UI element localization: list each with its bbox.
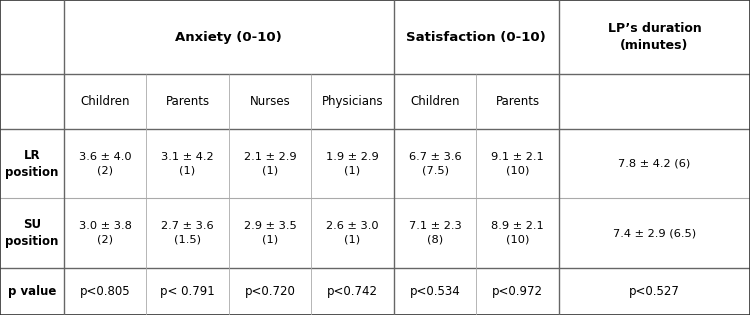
Text: 2.1 ± 2.9
(1): 2.1 ± 2.9 (1) [244, 152, 296, 175]
Text: 7.1 ± 2.3
(8): 7.1 ± 2.3 (8) [409, 221, 461, 245]
Text: Parents: Parents [496, 95, 539, 108]
Text: Parents: Parents [166, 95, 209, 108]
Text: 3.0 ± 3.8
(2): 3.0 ± 3.8 (2) [79, 221, 131, 245]
Text: Nurses: Nurses [250, 95, 290, 108]
Text: p<0.527: p<0.527 [629, 285, 680, 298]
Text: p<0.805: p<0.805 [80, 285, 130, 298]
Text: p<0.972: p<0.972 [492, 285, 543, 298]
Text: 6.7 ± 3.6
(7.5): 6.7 ± 3.6 (7.5) [409, 152, 461, 175]
Text: Anxiety (0-10): Anxiety (0-10) [176, 31, 282, 43]
Text: 1.9 ± 2.9
(1): 1.9 ± 2.9 (1) [326, 152, 379, 175]
Text: 7.8 ± 4.2 (6): 7.8 ± 4.2 (6) [618, 159, 691, 169]
Text: p value: p value [8, 285, 56, 298]
Text: 3.1 ± 4.2
(1): 3.1 ± 4.2 (1) [161, 152, 214, 175]
Text: Physicians: Physicians [322, 95, 383, 108]
Text: 8.9 ± 2.1
(10): 8.9 ± 2.1 (10) [491, 221, 544, 245]
Text: p<0.720: p<0.720 [244, 285, 296, 298]
Text: p<0.534: p<0.534 [410, 285, 460, 298]
Text: LP’s duration
(minutes): LP’s duration (minutes) [608, 22, 701, 52]
Text: 2.6 ± 3.0
(1): 2.6 ± 3.0 (1) [326, 221, 379, 245]
Text: Satisfaction (0-10): Satisfaction (0-10) [406, 31, 546, 43]
Text: 7.4 ± 2.9 (6.5): 7.4 ± 2.9 (6.5) [613, 228, 696, 238]
Text: 9.1 ± 2.1
(10): 9.1 ± 2.1 (10) [491, 152, 544, 175]
Text: p<0.742: p<0.742 [327, 285, 378, 298]
Text: p< 0.791: p< 0.791 [160, 285, 214, 298]
Text: SU
position: SU position [5, 218, 58, 248]
Text: Children: Children [410, 95, 460, 108]
Text: LR
position: LR position [5, 149, 58, 179]
Text: 2.7 ± 3.6
(1.5): 2.7 ± 3.6 (1.5) [161, 221, 214, 245]
Text: 3.6 ± 4.0
(2): 3.6 ± 4.0 (2) [79, 152, 131, 175]
Text: Children: Children [80, 95, 130, 108]
Text: 2.9 ± 3.5
(1): 2.9 ± 3.5 (1) [244, 221, 296, 245]
